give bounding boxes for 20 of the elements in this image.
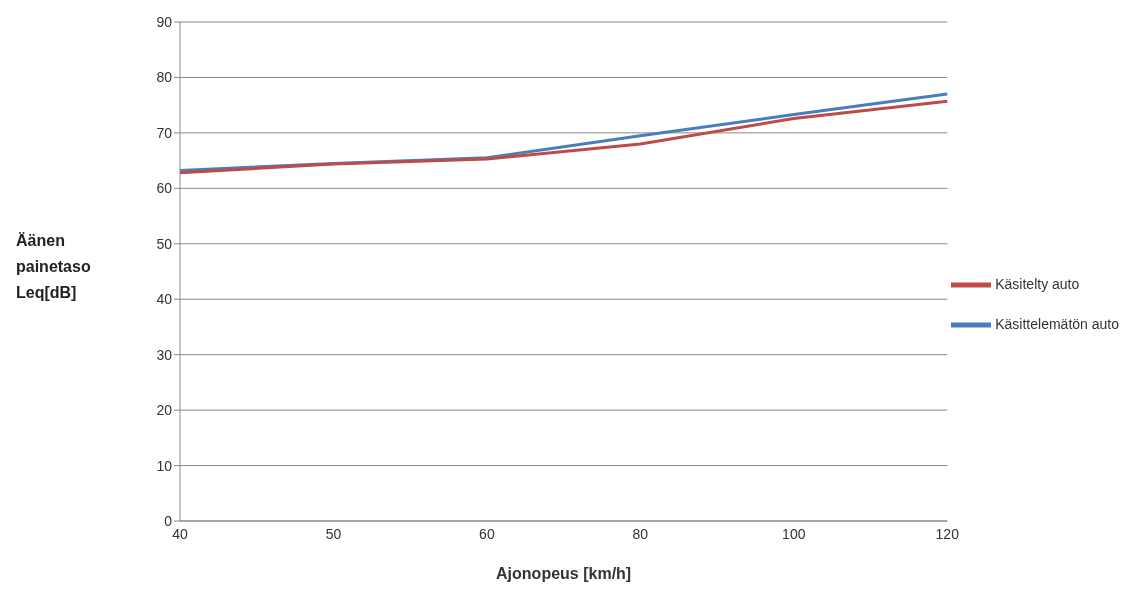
x-tick-label: 100 [782,525,806,542]
x-tick-label: 40 [172,525,188,542]
x-tick-label: 80 [632,525,649,542]
x-tick-label: 120 [935,525,960,542]
x-tick-label: 50 [325,525,342,542]
y-tick-label: 20 [156,402,173,419]
y-tick-label: 80 [156,69,173,86]
legend-label: Käsittelemätön auto [995,315,1119,332]
x-axis-title: Ajonopeus [km/h] [496,565,632,582]
y-tick-label: 30 [156,346,173,363]
y-tick-label: 60 [156,180,173,197]
y-tick-label: 10 [156,457,173,474]
y-tick-label: 0 [164,512,173,529]
y-axis-title: Äänen painetaso Leq[dB] [16,231,92,303]
y-tick-label: 90 [156,13,173,30]
y-tick-label: 50 [156,235,173,252]
legend-label: Käsitelty auto [995,275,1080,292]
y-tick-label: 70 [156,124,173,141]
x-tick-label: 60 [479,525,495,542]
y-tick-label: 40 [156,291,173,308]
